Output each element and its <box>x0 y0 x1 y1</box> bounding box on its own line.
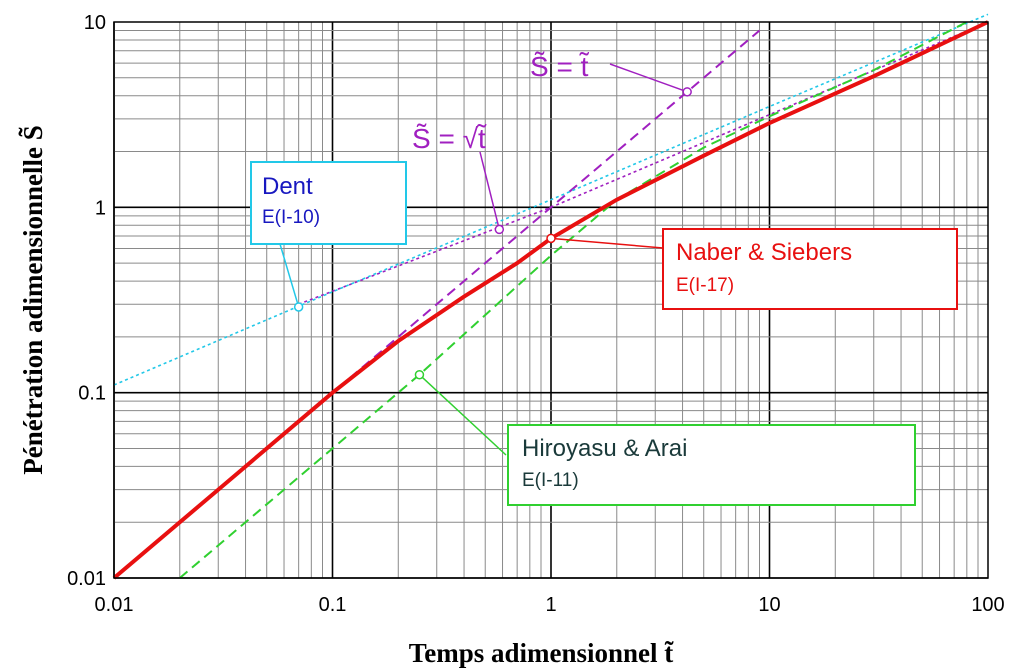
hiroyasu-callout: Hiroyasu & Arai E(I-11) <box>507 424 916 506</box>
series-line-1 <box>112 20 989 580</box>
hiroyasu-marker <box>414 369 425 380</box>
dent-ref: E(I-10) <box>262 207 320 228</box>
x-tick-label: 0.1 <box>319 594 347 616</box>
plot-frame <box>113 21 989 579</box>
naber-callout: Naber & Siebers E(I-17) <box>662 228 958 310</box>
x-tick-label: 10 <box>758 594 780 616</box>
callouts <box>279 63 692 456</box>
y-tick-label: 0.01 <box>67 568 106 590</box>
y-tick-label: 10 <box>84 12 106 34</box>
y-tick-label: 1 <box>95 197 106 219</box>
s-equals-sqrt-t-leader <box>479 151 501 230</box>
series-line-4 <box>298 21 989 305</box>
x-tick-label: 0.01 <box>95 594 134 616</box>
hiroyasu-label: Hiroyasu & Arai <box>522 435 687 462</box>
dent-callout: Dent E(I-10) <box>250 161 407 245</box>
annotation-s-equals-sqrt-t: S̃ = √t̃ <box>412 123 487 154</box>
x-axis-title: Temps adimensionnel t̃ <box>409 638 674 668</box>
s-equals-t-marker <box>682 87 692 97</box>
tick-labels: 0.01 0.1 1 10 100 0.01 0.1 1 10 <box>67 12 1005 616</box>
naber-marker <box>546 233 556 244</box>
s-equals-sqrt-t-marker <box>494 224 505 235</box>
dent-marker <box>293 302 304 312</box>
hiroyasu-ref: E(I-11) <box>522 470 579 491</box>
y-axis-title: Pénétration adimensionnelle S̃ <box>18 125 48 475</box>
naber-label: Naber & Siebers <box>676 239 852 266</box>
curves <box>112 13 989 580</box>
naber-callout-box <box>662 228 958 310</box>
s-equals-t-leader <box>609 63 688 93</box>
x-tick-label: 100 <box>971 594 1004 616</box>
naber-ref: E(I-17) <box>676 275 734 296</box>
annotation-s-equals-t: S̃ = t̃ <box>530 51 590 82</box>
hiroyasu-callout-box <box>507 424 916 506</box>
dent-leader <box>279 243 300 308</box>
dent-label: Dent <box>262 173 313 200</box>
series-line-0 <box>113 13 989 386</box>
hiroyasu-leader <box>418 374 507 456</box>
x-tick-label: 1 <box>545 594 556 616</box>
series-line-3 <box>349 29 761 379</box>
y-tick-label: 0.1 <box>78 383 106 405</box>
naber-leader <box>550 237 664 249</box>
dent-callout-box <box>250 161 407 245</box>
